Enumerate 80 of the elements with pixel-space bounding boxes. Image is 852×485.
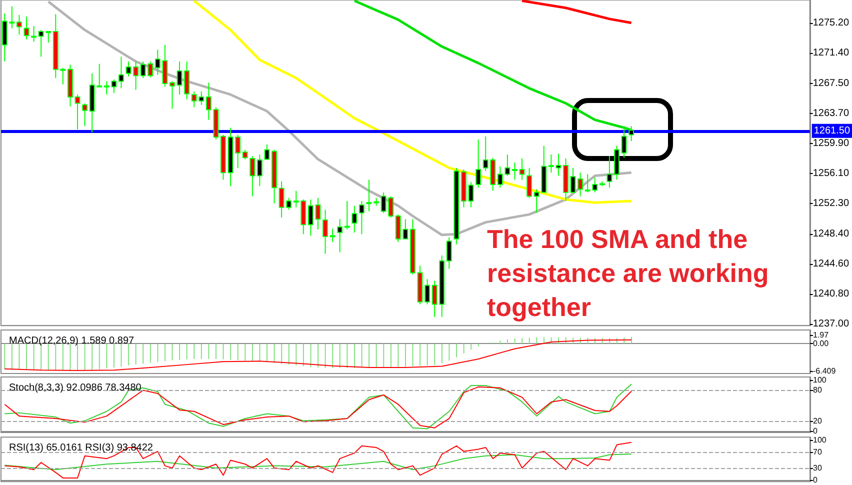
- candlestick: [504, 154, 510, 176]
- candlestick: [278, 180, 284, 218]
- y-tick-label: 1267.50: [812, 78, 850, 90]
- candlestick: [330, 228, 336, 243]
- candlestick: [322, 209, 328, 254]
- y-tick-label: 1237.00: [812, 318, 850, 330]
- candlestick: [126, 60, 132, 77]
- candlestick: [74, 94, 80, 130]
- candlestick: [556, 153, 562, 176]
- candlestick: [315, 197, 321, 230]
- candlestick: [60, 67, 66, 85]
- candlestick: [512, 162, 518, 180]
- candlestick: [526, 167, 532, 198]
- candlestick: [468, 182, 474, 208]
- y-tick-label: 0: [813, 426, 818, 436]
- candlestick: [628, 126, 634, 142]
- candlestick: [497, 166, 503, 188]
- line-series: [4, 453, 632, 470]
- candlestick: [308, 198, 314, 236]
- y-tick-label: 1248.40: [812, 228, 850, 240]
- candlestick: [476, 139, 481, 188]
- candlestick: [519, 158, 525, 180]
- line-series: [520, 0, 633, 24]
- candlestick: [176, 60, 182, 96]
- y-tick-label: 1263.70: [812, 108, 850, 120]
- y-tick-label: 1252.30: [812, 198, 850, 209]
- y-tick-label: 20: [813, 416, 822, 426]
- y-tick-label: 0.00: [813, 339, 830, 348]
- candlestick: [133, 60, 138, 90]
- candlestick: [366, 179, 372, 212]
- y-tick-label: 1259.90: [812, 138, 850, 149]
- candlestick: [570, 167, 576, 194]
- line-series: [192, 0, 633, 204]
- candlestick: [257, 154, 262, 187]
- y-tick-label: 1.97: [813, 330, 830, 340]
- candlestick: [250, 156, 256, 197]
- candlestick: [170, 80, 175, 110]
- candlestick: [621, 126, 627, 158]
- candlestick: [206, 82, 212, 120]
- y-tick-label: 30: [813, 463, 822, 472]
- y-tick-label: 1240.80: [812, 288, 850, 300]
- candlestick: [286, 197, 292, 210]
- y-tick-label: 100: [813, 435, 827, 444]
- candlestick: [82, 102, 88, 127]
- candlestick: [344, 200, 350, 230]
- y-tick-label: 100: [813, 376, 827, 385]
- candlestick: [606, 156, 612, 188]
- y-tick-label: 70: [813, 447, 822, 456]
- candlestick: [154, 49, 160, 76]
- candlestick: [235, 134, 241, 168]
- y-tick-label: -6.409: [813, 366, 836, 376]
- y-tick-label: 1271.40: [812, 47, 850, 58]
- annotation: The 100 SMA and the resistance are working together: [487, 224, 769, 322]
- candlestick: [359, 200, 364, 235]
- text: RSI(13) 65.0161 RSI(3) 93.8422: [9, 442, 154, 454]
- candlestick: [264, 144, 270, 161]
- candlestick: [31, 26, 36, 42]
- candlestick: [424, 278, 430, 305]
- candlestick: [446, 236, 452, 270]
- y-tick-label: 1244.60: [812, 258, 850, 270]
- candlestick: [118, 56, 124, 89]
- candlestick: [352, 205, 358, 234]
- candlestick: [548, 154, 554, 174]
- candlestick: [578, 172, 583, 197]
- y-tick-label: 1275.20: [812, 17, 850, 28]
- y-tick-label: 80: [813, 386, 822, 395]
- text: Stoch(8,3,3) 92.0986 78.3480: [9, 382, 142, 394]
- ref-line-label: 1261.50: [814, 125, 850, 136]
- candlestick: [104, 80, 110, 96]
- candlestick: [337, 218, 343, 253]
- candlestick: [111, 79, 117, 94]
- y-tick-label: 1256.10: [812, 168, 850, 179]
- candlestick: [184, 60, 190, 100]
- candlestick: [162, 44, 168, 88]
- candlestick: [242, 149, 248, 160]
- text: MACD(12,26,9) 1.589 0.897: [9, 336, 135, 346]
- candlestick: [16, 14, 22, 36]
- line-series: [4, 442, 632, 478]
- candlestick: [24, 16, 30, 40]
- y-tick-label: 0: [813, 476, 818, 485]
